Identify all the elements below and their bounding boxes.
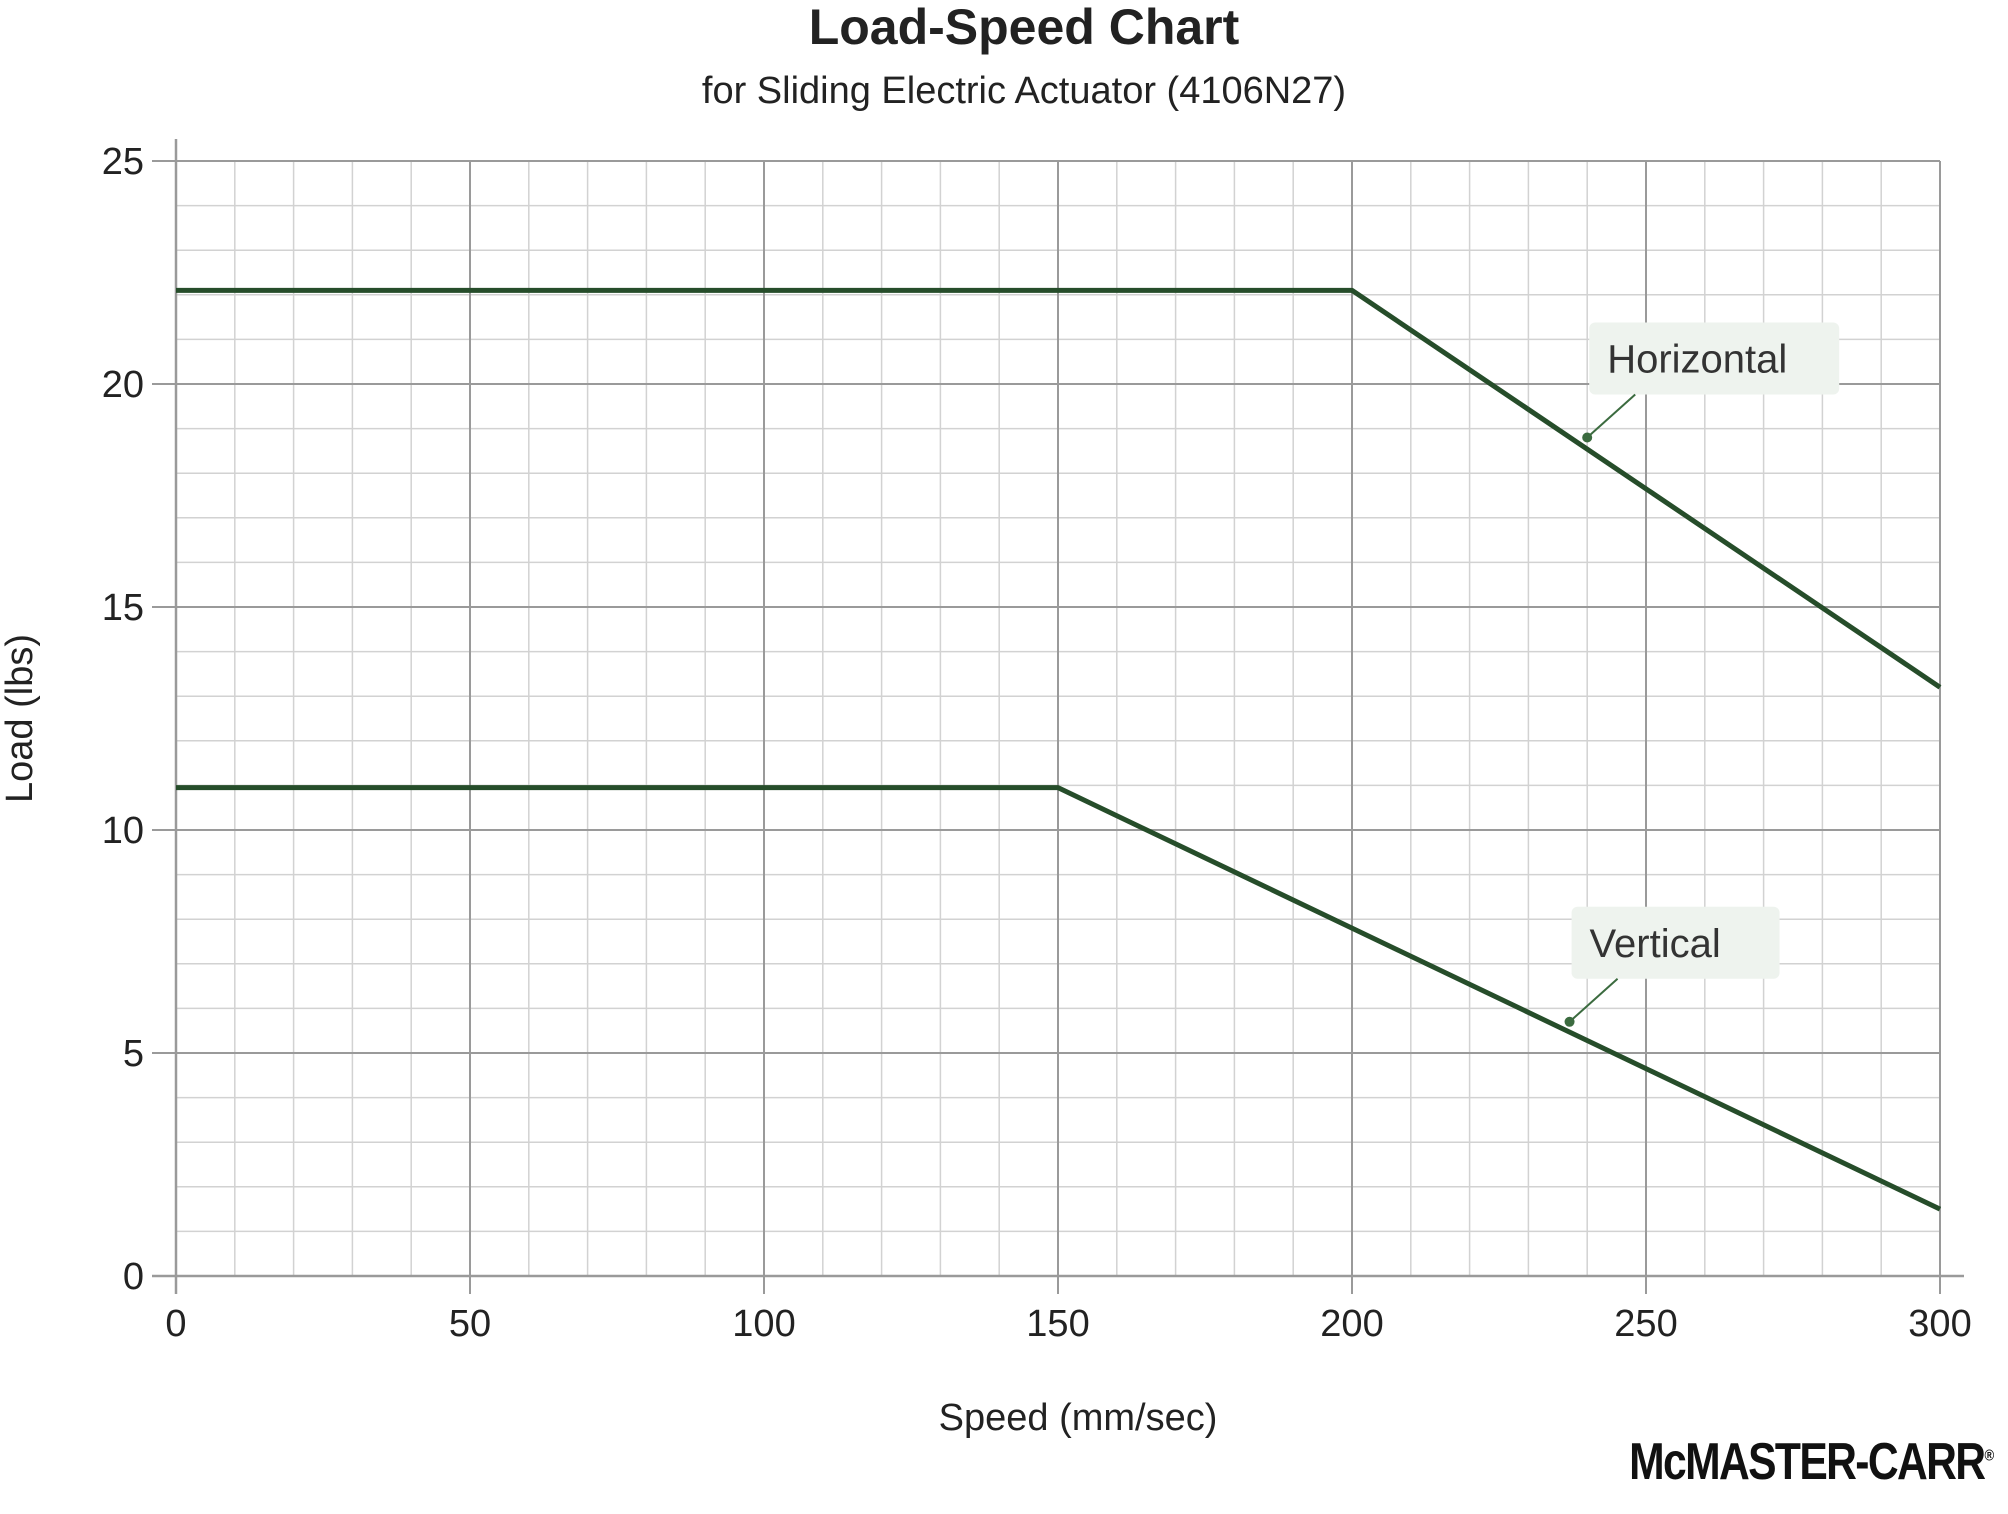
y-tick-label: 0 — [123, 1256, 144, 1298]
callout-vertical: Vertical — [1564, 906, 1780, 1027]
x-tick-label: 100 — [732, 1303, 795, 1345]
callout-dot — [1564, 1016, 1575, 1027]
y-tick-label: 10 — [102, 810, 144, 852]
series-group — [176, 287, 1942, 1212]
series-callouts: Horizontal Vertical — [1564, 322, 1840, 1027]
series-line-vertical — [176, 785, 1942, 1212]
x-tick-label: 200 — [1320, 1303, 1383, 1345]
x-tick-label: 50 — [449, 1303, 491, 1345]
y-axis-ticks: 0 5 10 15 20 25 — [102, 141, 176, 1298]
callout-dot — [1582, 432, 1593, 443]
y-axis-label: Load (lbs) — [0, 634, 41, 803]
x-tick-label: 300 — [1908, 1303, 1971, 1345]
x-tick-label: 250 — [1614, 1303, 1677, 1345]
x-axis-ticks: 0 50 100 150 200 250 300 — [165, 1276, 1972, 1345]
callout-leader — [1568, 978, 1619, 1023]
series-line-horizontal — [176, 287, 1942, 690]
brand-logo: McMASTER-CARR® — [1628, 1433, 1994, 1491]
x-axis-label: Speed (mm/sec) — [939, 1397, 1218, 1439]
y-tick-label: 5 — [123, 1033, 144, 1075]
chart-title: Load-Speed Chart — [808, 0, 1240, 55]
chart-subtitle: for Sliding Electric Actuator (4106N27) — [701, 70, 1347, 112]
y-tick-label: 15 — [102, 587, 144, 629]
series-label-horizontal: Horizontal — [1607, 338, 1787, 382]
x-tick-label: 150 — [1026, 1303, 1089, 1345]
callout-leader — [1586, 393, 1636, 439]
callout-horizontal: Horizontal — [1582, 322, 1840, 443]
y-tick-label: 25 — [102, 141, 144, 183]
x-tick-label: 0 — [165, 1303, 186, 1345]
series-label-vertical: Vertical — [1590, 922, 1721, 966]
callout-box — [1589, 322, 1840, 395]
callout-box — [1571, 906, 1780, 979]
y-tick-label: 20 — [102, 364, 144, 406]
